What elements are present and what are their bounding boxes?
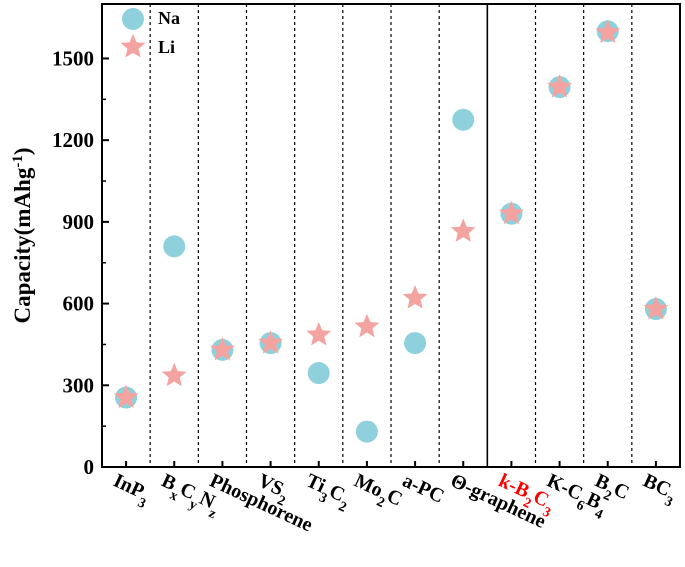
li-point [354,313,380,338]
li-point [161,362,187,387]
li-point [450,218,476,242]
legend-na-circle-marker [122,8,144,30]
x-tick-label: BxCyNz [155,470,224,522]
x-tick-label: Ti3C2 [300,470,355,516]
x-tick-label: a-PC [399,470,448,508]
y-axis-title-main: Capacity(mAhg [10,167,35,323]
li-point [595,19,621,44]
li-point [402,285,428,309]
x-tick-label-part: z [206,506,218,522]
y-axis-title-tail: ) [10,147,35,155]
legend-li-star-marker [120,34,146,58]
li-point [547,74,572,98]
x-tick-label: BC3 [637,470,681,511]
y-axis: 0 300 600 900 1200 1500 [52,46,109,479]
li-point [113,384,139,409]
legend-na-label: Na [158,8,180,28]
y-tick-label: 1200 [52,128,94,152]
x-tick-label: Mo2C [348,470,406,517]
li-point [210,336,235,361]
y-axis-title: Capacity(mAhg-1) [10,147,35,323]
y-tick-label: 600 [63,292,95,316]
legend: Na Li [120,8,180,58]
na-point [163,235,186,258]
na-point [355,420,378,443]
x-tick-label: InP3 [107,470,154,512]
li-point [499,200,524,225]
li-point [258,330,283,354]
na-point [452,108,475,131]
y-tick-label: 0 [84,455,95,479]
data-points [113,19,669,443]
legend-li-label: Li [158,37,175,57]
y-tick-label: 1500 [52,46,94,70]
category-separators [149,4,633,467]
y-tick-label: 900 [63,210,95,234]
plot-frame [101,3,681,468]
li-point [306,321,332,346]
na-point [404,332,427,355]
li-point [643,296,669,320]
y-axis-title-superscript: -1 [10,155,26,168]
y-tick-label: 300 [63,373,95,397]
na-point [307,362,330,385]
x-tick-label-part: C [610,478,632,504]
x-tick-label-part: a-PC [399,470,448,508]
